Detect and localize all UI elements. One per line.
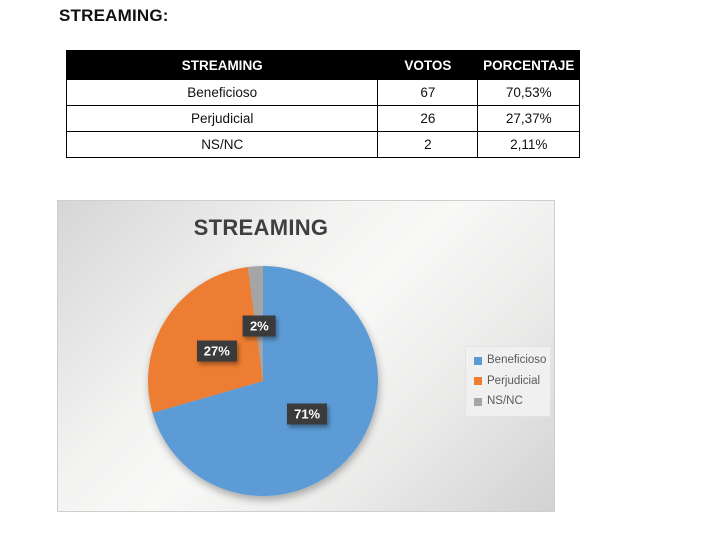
table-header-streaming: STREAMING bbox=[65, 50, 379, 80]
table-cell-category: NS/NC bbox=[65, 131, 379, 158]
page-heading: STREAMING: bbox=[59, 6, 169, 25]
legend-label: Perjudicial bbox=[487, 374, 541, 387]
legend-label: NS/NC bbox=[487, 395, 523, 407]
chart-legend: Beneficioso Perjudicial NS/NC bbox=[465, 346, 551, 417]
table-row: Beneficioso 67 70,53% bbox=[65, 79, 580, 106]
results-table: STREAMING VOTOS PORCENTAJE Beneficioso 6… bbox=[65, 50, 580, 158]
table-row: Perjudicial 26 27,37% bbox=[65, 105, 580, 132]
table-cell-percent: 27,37% bbox=[477, 105, 580, 132]
pie-slice-perjudicial bbox=[147, 267, 263, 413]
table-header-porcentaje: PORCENTAJE bbox=[477, 50, 580, 80]
pie-chart-container: STREAMING 71% 27% 2% Beneficioso Perjudicia… bbox=[57, 200, 555, 512]
pie-chart bbox=[147, 266, 378, 496]
pie-data-label: 2% bbox=[242, 315, 276, 337]
legend-label: Beneficioso bbox=[487, 354, 547, 366]
table-header-row: STREAMING VOTOS PORCENTAJE bbox=[65, 50, 580, 80]
table-cell-votes: 2 bbox=[377, 131, 479, 158]
table-cell-votes: 26 bbox=[377, 105, 479, 132]
legend-item-ns-nc: NS/NC bbox=[474, 395, 542, 408]
table-cell-category: Perjudicial bbox=[65, 105, 379, 132]
table-header-votos: VOTOS bbox=[377, 50, 479, 80]
table-cell-percent: 70,53% bbox=[477, 79, 580, 106]
table-row: NS/NC 2 2,11% bbox=[65, 131, 580, 158]
table-cell-category: Beneficioso bbox=[65, 79, 379, 106]
pie-data-label: 27% bbox=[196, 340, 237, 362]
legend-swatch-icon bbox=[474, 377, 482, 386]
legend-item-perjudicial: Perjudicial bbox=[474, 374, 542, 388]
pie-data-label: 71% bbox=[287, 403, 328, 425]
pie-slice-beneficioso bbox=[152, 266, 378, 496]
table-cell-percent: 2,11% bbox=[477, 131, 580, 158]
legend-item-beneficioso: Beneficioso bbox=[474, 354, 546, 367]
table-cell-votes: 67 bbox=[377, 79, 479, 106]
legend-swatch-icon bbox=[474, 397, 482, 406]
chart-title: STREAMING bbox=[193, 215, 329, 240]
legend-swatch-icon bbox=[474, 356, 482, 365]
